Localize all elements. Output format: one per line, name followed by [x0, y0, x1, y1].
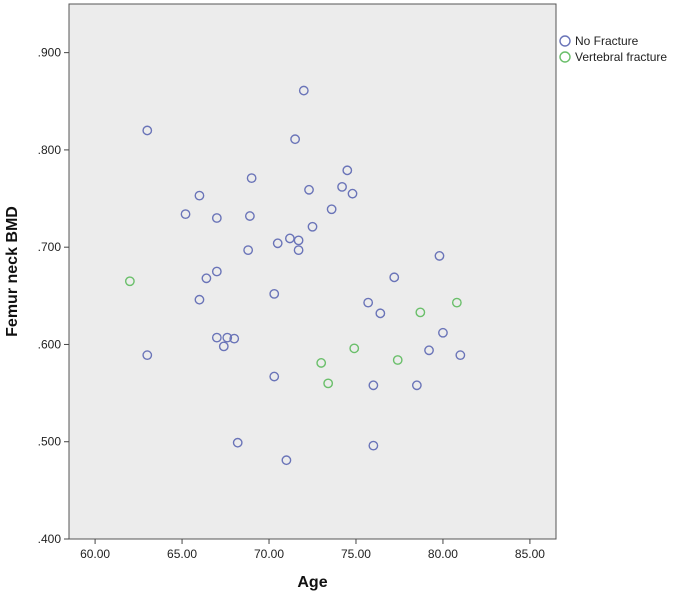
y-axis-title: Femur neck BMD — [4, 206, 21, 337]
x-tick-label: 70.00 — [254, 547, 284, 561]
data-point — [211, 213, 222, 223]
data-point — [337, 181, 347, 192]
data-point — [326, 204, 337, 215]
data-point — [434, 251, 445, 261]
series-no-fracture — [142, 85, 466, 466]
data-point — [211, 266, 222, 277]
data-point — [201, 273, 212, 284]
x-tick-label: 80.00 — [428, 547, 458, 561]
data-points — [124, 85, 466, 466]
data-point — [424, 345, 434, 356]
data-point — [363, 297, 374, 308]
data-point — [211, 332, 222, 343]
series-vertebral-fracture — [124, 276, 462, 389]
legend-marker — [559, 51, 571, 63]
data-point — [269, 371, 280, 382]
data-point — [272, 238, 283, 249]
data-point — [222, 332, 233, 343]
data-point — [232, 437, 243, 448]
data-point — [180, 209, 191, 220]
x-tick-label: 60.00 — [80, 547, 110, 561]
plot-area — [68, 3, 557, 540]
data-point — [342, 165, 353, 176]
data-point — [304, 184, 314, 195]
x-axis: 60.00 65.00 70.00 75.00 80.00 85.00 — [80, 539, 545, 561]
y-axis: .400 .500 .600 .700 .800 .900 — [38, 46, 69, 546]
data-point — [349, 343, 360, 354]
y-tick-label: .600 — [38, 337, 62, 351]
data-point — [229, 333, 240, 344]
data-point — [368, 440, 379, 451]
data-point — [298, 85, 309, 96]
data-point — [243, 245, 254, 256]
y-tick-label: .800 — [38, 143, 62, 157]
data-point — [415, 307, 426, 318]
data-point — [316, 358, 327, 368]
data-point — [142, 125, 153, 136]
data-point — [375, 308, 386, 319]
x-axis-title: Age — [297, 574, 327, 591]
y-tick-label: .700 — [38, 240, 62, 254]
data-point — [307, 221, 318, 232]
data-point — [451, 297, 462, 308]
data-point — [124, 276, 135, 287]
x-tick-label: 75.00 — [341, 547, 371, 561]
y-tick-label: .900 — [38, 46, 62, 60]
data-point — [389, 272, 400, 283]
x-tick-label: 85.00 — [515, 547, 545, 561]
data-point — [293, 235, 304, 246]
data-point — [455, 350, 466, 361]
data-point — [293, 245, 304, 256]
data-point — [194, 190, 205, 201]
data-point — [438, 327, 448, 338]
data-point — [290, 134, 301, 145]
data-point — [392, 355, 403, 365]
data-point — [411, 380, 422, 391]
x-tick-label: 65.00 — [167, 547, 197, 561]
legend-marker — [559, 35, 571, 47]
data-point — [269, 288, 280, 299]
data-point — [281, 455, 292, 466]
data-point — [194, 294, 205, 305]
data-point — [347, 188, 358, 199]
legend-label: Vertebral fracture — [575, 50, 667, 64]
data-point — [218, 341, 229, 352]
legend: No Fracture Vertebral fracture — [559, 34, 667, 64]
data-point — [142, 350, 153, 361]
data-point — [246, 173, 257, 184]
data-point — [368, 380, 379, 391]
legend-label: No Fracture — [575, 34, 639, 48]
y-tick-label: .400 — [38, 532, 62, 546]
data-point — [323, 378, 334, 389]
data-point — [244, 211, 255, 221]
y-tick-label: .500 — [38, 435, 62, 449]
